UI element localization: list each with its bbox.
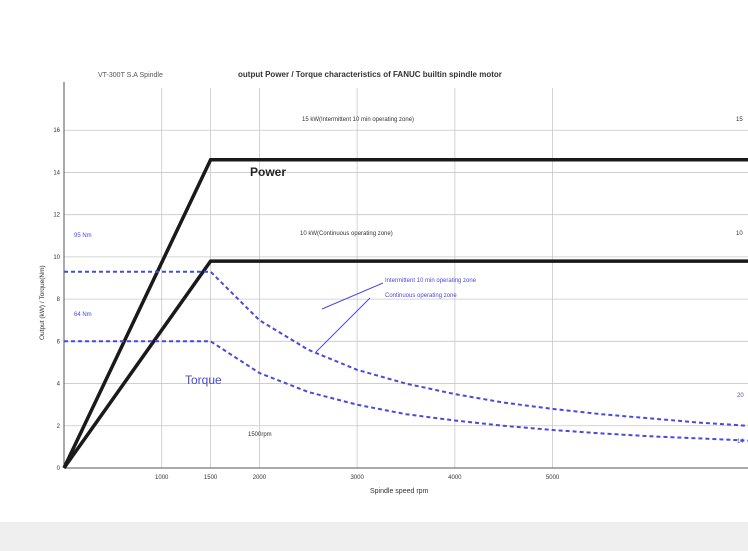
y-tick-label: 2 (57, 424, 61, 430)
x-tick-label: 4000 (448, 475, 462, 481)
x-tick-label: 3000 (350, 475, 364, 481)
y-tick-label: 4 (57, 382, 61, 388)
legend-intermittent-label: Intermittent 10 min operating zone (385, 278, 477, 284)
power-curve (62, 259, 748, 470)
y-tick-label: 6 (57, 339, 61, 345)
x-tick-label: 5000 (546, 475, 560, 481)
legend-pointer-2 (315, 297, 371, 353)
x-axis-label: Spindle speed rpm (370, 488, 429, 495)
legend-pointer-1 (321, 282, 384, 310)
series-group (62, 158, 748, 470)
right-edge-label-torque-2: 14 (737, 439, 744, 445)
power-continuous-label: 10 kW(Continuous operating zone) (300, 231, 393, 237)
x-tick-label: 2000 (253, 475, 267, 481)
y-tick-label: 16 (53, 128, 60, 134)
axes (63, 82, 748, 469)
legend-continuous-label: Continuous operating zone (385, 293, 457, 299)
torque-curve (64, 340, 748, 442)
tick-labels: 1000 1500 2000 3000 4000 5000 0 2 4 6 8 10 12 14 16 (53, 128, 560, 481)
y-tick-label: 14 (53, 170, 60, 176)
x-tick-label: 1500 (204, 475, 218, 481)
torque-label: Torque (185, 373, 222, 387)
bottom-band (0, 522, 748, 551)
base-speed-label: 1500rpm (248, 432, 272, 438)
y-tick-label: 10 (53, 255, 60, 261)
y-tick-label: 12 (53, 213, 60, 219)
right-edge-label-torque-1: 20 (737, 393, 744, 399)
y-axis-label: Output (kW) / Torque(Nm) (39, 265, 46, 340)
power-curve (62, 158, 748, 469)
power-intermittent-label: 15 kW(Intermittent 10 min operating zone… (302, 117, 414, 123)
right-edge-label-power-mid: 10 (736, 231, 743, 237)
y-tick-label: 0 (57, 466, 61, 472)
grid-lines (64, 88, 748, 469)
power-label: Power (250, 165, 286, 179)
torque-bottom-value: 64 Nm (74, 312, 92, 318)
chart-title-left: VT-300T S.A Spindle (98, 72, 163, 79)
chart-title: output Power / Torque characteristics of… (238, 70, 502, 79)
torque-curve (64, 270, 748, 427)
x-tick-label: 1000 (155, 475, 169, 481)
y-tick-label: 8 (57, 297, 61, 303)
right-edge-label-power-top: 15 (736, 117, 743, 123)
torque-top-value: 95 Nm (74, 233, 92, 239)
